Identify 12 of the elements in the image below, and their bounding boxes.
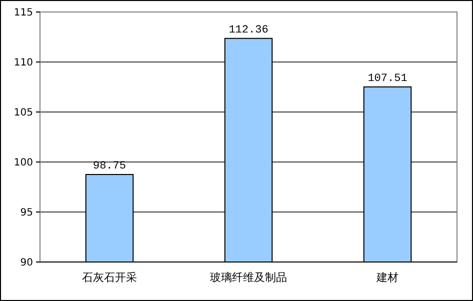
- y-tick-label: 105: [14, 108, 33, 118]
- data-label: 112.36: [228, 24, 268, 36]
- y-tick-label: 115: [14, 8, 33, 18]
- x-tick-label: 建材: [376, 271, 398, 284]
- data-label: 98.75: [92, 160, 126, 172]
- y-tick-label: 95: [20, 208, 33, 218]
- x-tick-label: 玻璃纤维及制品: [210, 271, 287, 284]
- x-tick-label: 石灰石开采: [82, 271, 137, 284]
- y-tick-label: 100: [14, 158, 33, 168]
- y-tick-label: 90: [20, 258, 33, 268]
- y-tick-label: 110: [14, 58, 33, 68]
- data-label: 107.51: [368, 72, 408, 85]
